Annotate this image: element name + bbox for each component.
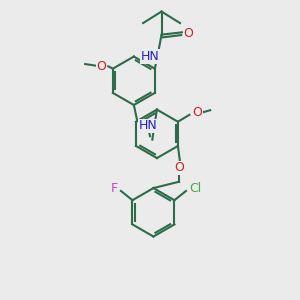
Text: O: O [193, 106, 202, 119]
Text: O: O [183, 27, 193, 40]
Text: O: O [96, 60, 106, 73]
Text: F: F [110, 182, 118, 195]
Text: HN: HN [141, 50, 159, 63]
Text: Cl: Cl [189, 182, 201, 195]
Text: O: O [174, 161, 184, 174]
Text: HN: HN [138, 119, 157, 132]
